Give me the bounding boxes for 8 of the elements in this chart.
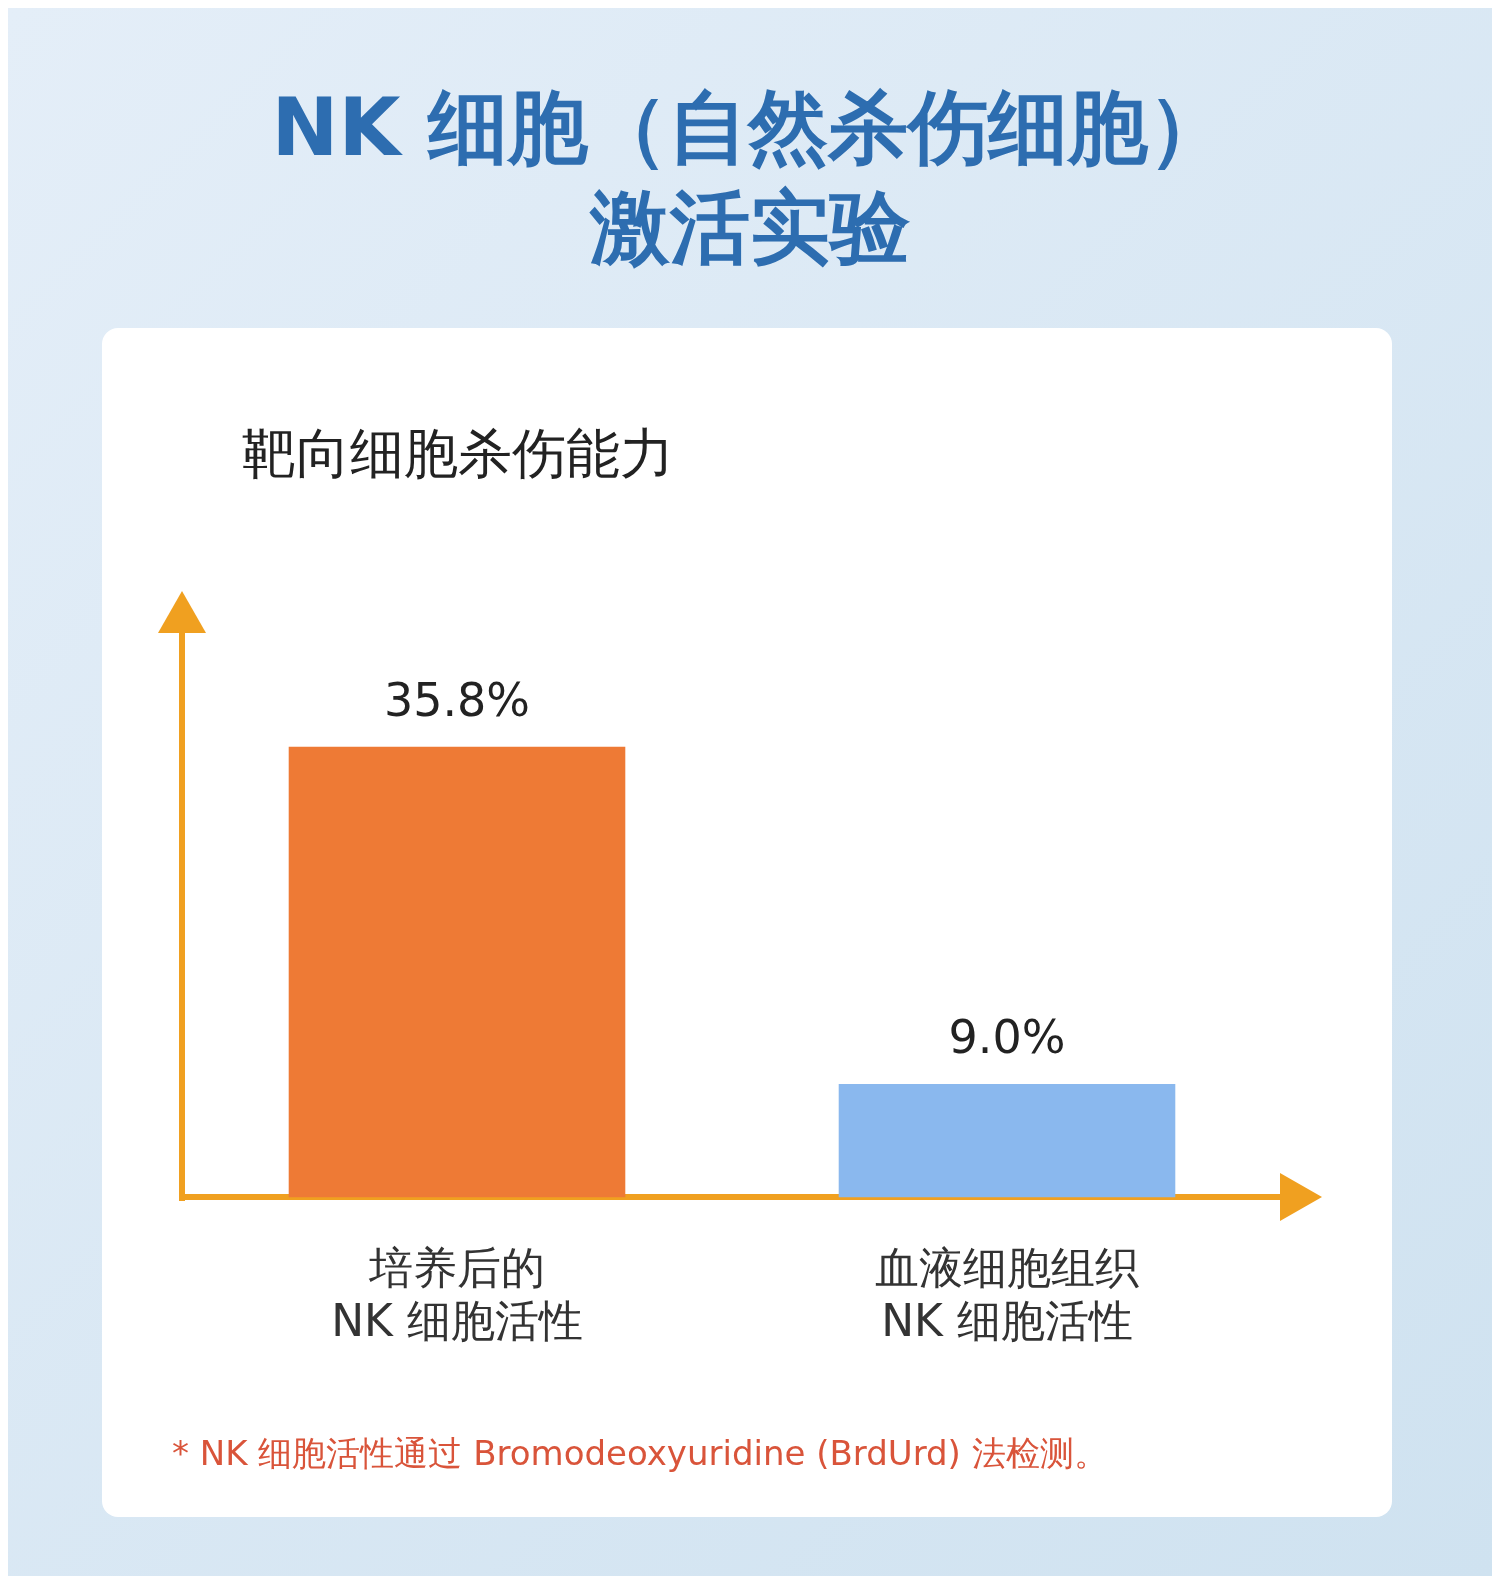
- data-label: 9.0%: [948, 1010, 1066, 1065]
- chart-title: NK 细胞（自然杀伤细胞）: [270, 80, 1230, 176]
- x-tick-label: 血液细胞组织 NK 细胞活性: [875, 1242, 1139, 1347]
- chart-subtitle: 激活实验: [588, 180, 911, 276]
- text: * NK 细胞活性通过 Bromodeoxyuridine (BrdUrd) 法检测。: [172, 1432, 1109, 1475]
- x-tick-label: 培养后的 NK 细胞活性: [331, 1242, 583, 1347]
- data-label: 35.8%: [383, 672, 531, 727]
- y-axis-title: 靶向细胞杀伤能力: [242, 421, 675, 487]
